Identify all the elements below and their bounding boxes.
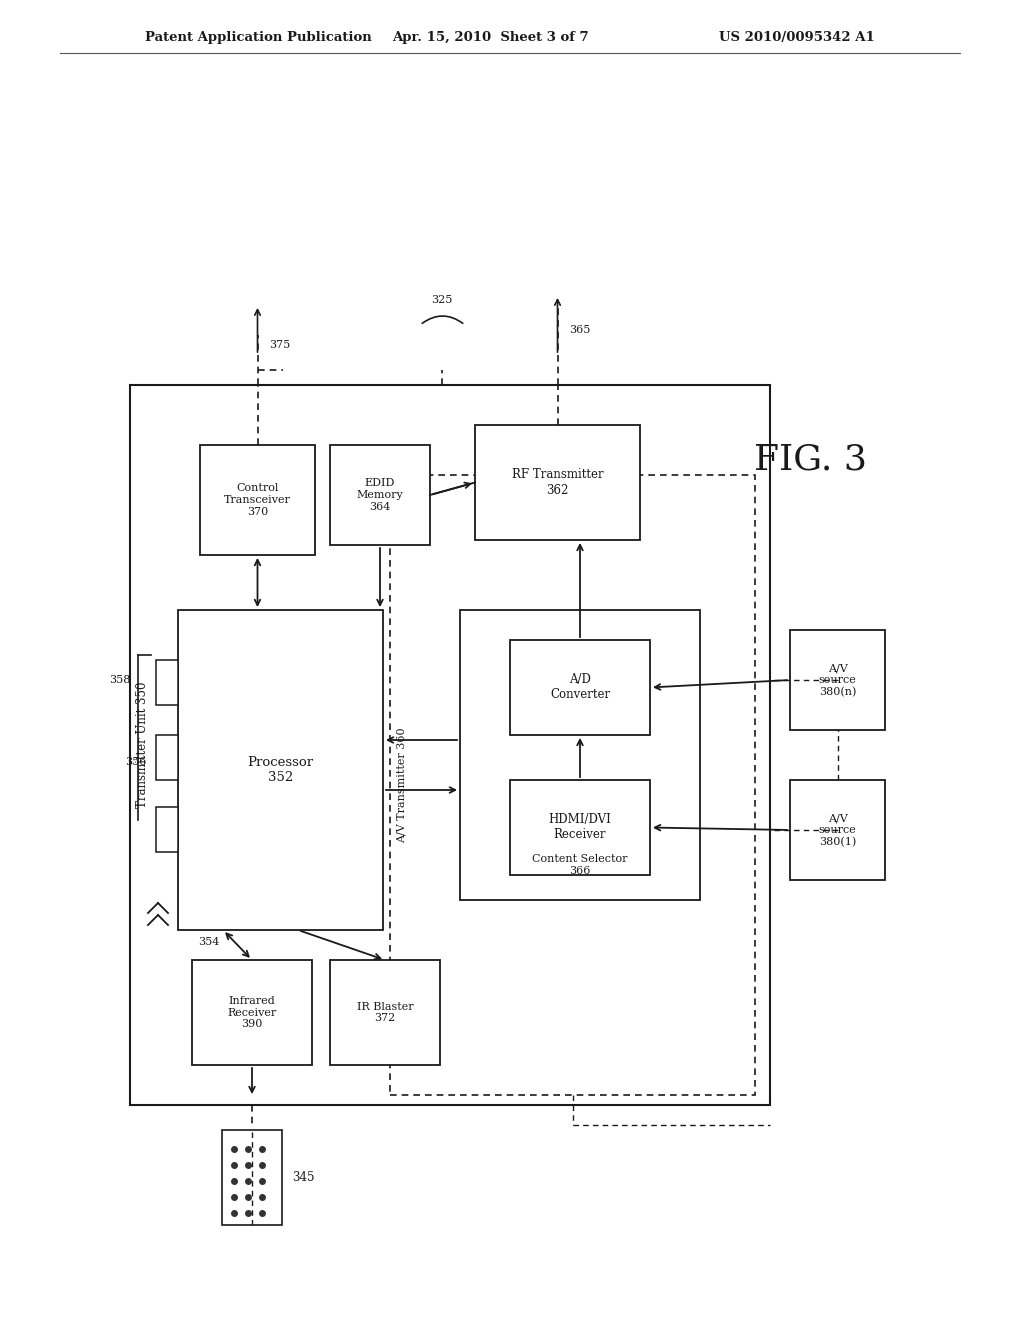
Bar [475,425,640,540]
Bar [178,610,383,931]
Text: Apr. 15, 2010  Sheet 3 of 7: Apr. 15, 2010 Sheet 3 of 7 [392,30,589,44]
Bar [460,610,700,900]
Text: 358: 358 [110,675,131,685]
Text: Content Selector
366: Content Selector 366 [532,854,628,875]
Bar [330,960,440,1065]
Bar [130,385,770,1105]
Text: 354: 354 [198,937,219,946]
Text: EDID
Memory
364: EDID Memory 364 [356,478,403,512]
Text: A/D
Converter: A/D Converter [550,673,610,701]
Text: 356: 356 [125,756,146,767]
Text: 365: 365 [569,325,591,335]
Bar [193,960,312,1065]
Text: Infrared
Receiver
390: Infrared Receiver 390 [227,995,276,1030]
Text: 345: 345 [292,1171,314,1184]
Text: 375: 375 [269,341,291,350]
Bar [200,445,315,554]
Text: 325: 325 [431,294,453,305]
Text: RF Transmitter
362: RF Transmitter 362 [512,469,603,496]
Text: A/V
source
380(n): A/V source 380(n) [818,663,856,697]
Bar [156,807,178,851]
Bar [790,780,885,880]
Text: IR Blaster
372: IR Blaster 372 [356,1002,414,1023]
Bar [156,660,178,705]
Text: Patent Application Publication: Patent Application Publication [145,30,372,44]
Text: US 2010/0095342 A1: US 2010/0095342 A1 [719,30,874,44]
Bar [510,780,650,875]
Text: A/V
source
380(1): A/V source 380(1) [818,813,856,847]
Bar [790,630,885,730]
Bar [510,640,650,735]
Text: A/V Transmitter 360: A/V Transmitter 360 [397,727,407,842]
Text: FIG. 3: FIG. 3 [754,444,866,477]
Bar [390,475,755,1096]
Text: HDMI/DVI
Receiver: HDMI/DVI Receiver [549,813,611,842]
Bar [222,1130,282,1225]
Text: Transmitter Unit 350: Transmitter Unit 350 [135,681,148,808]
Bar [330,445,430,545]
Text: Control
Transceiver
370: Control Transceiver 370 [224,483,291,516]
Bar [156,735,178,780]
Text: Processor
352: Processor 352 [248,756,313,784]
